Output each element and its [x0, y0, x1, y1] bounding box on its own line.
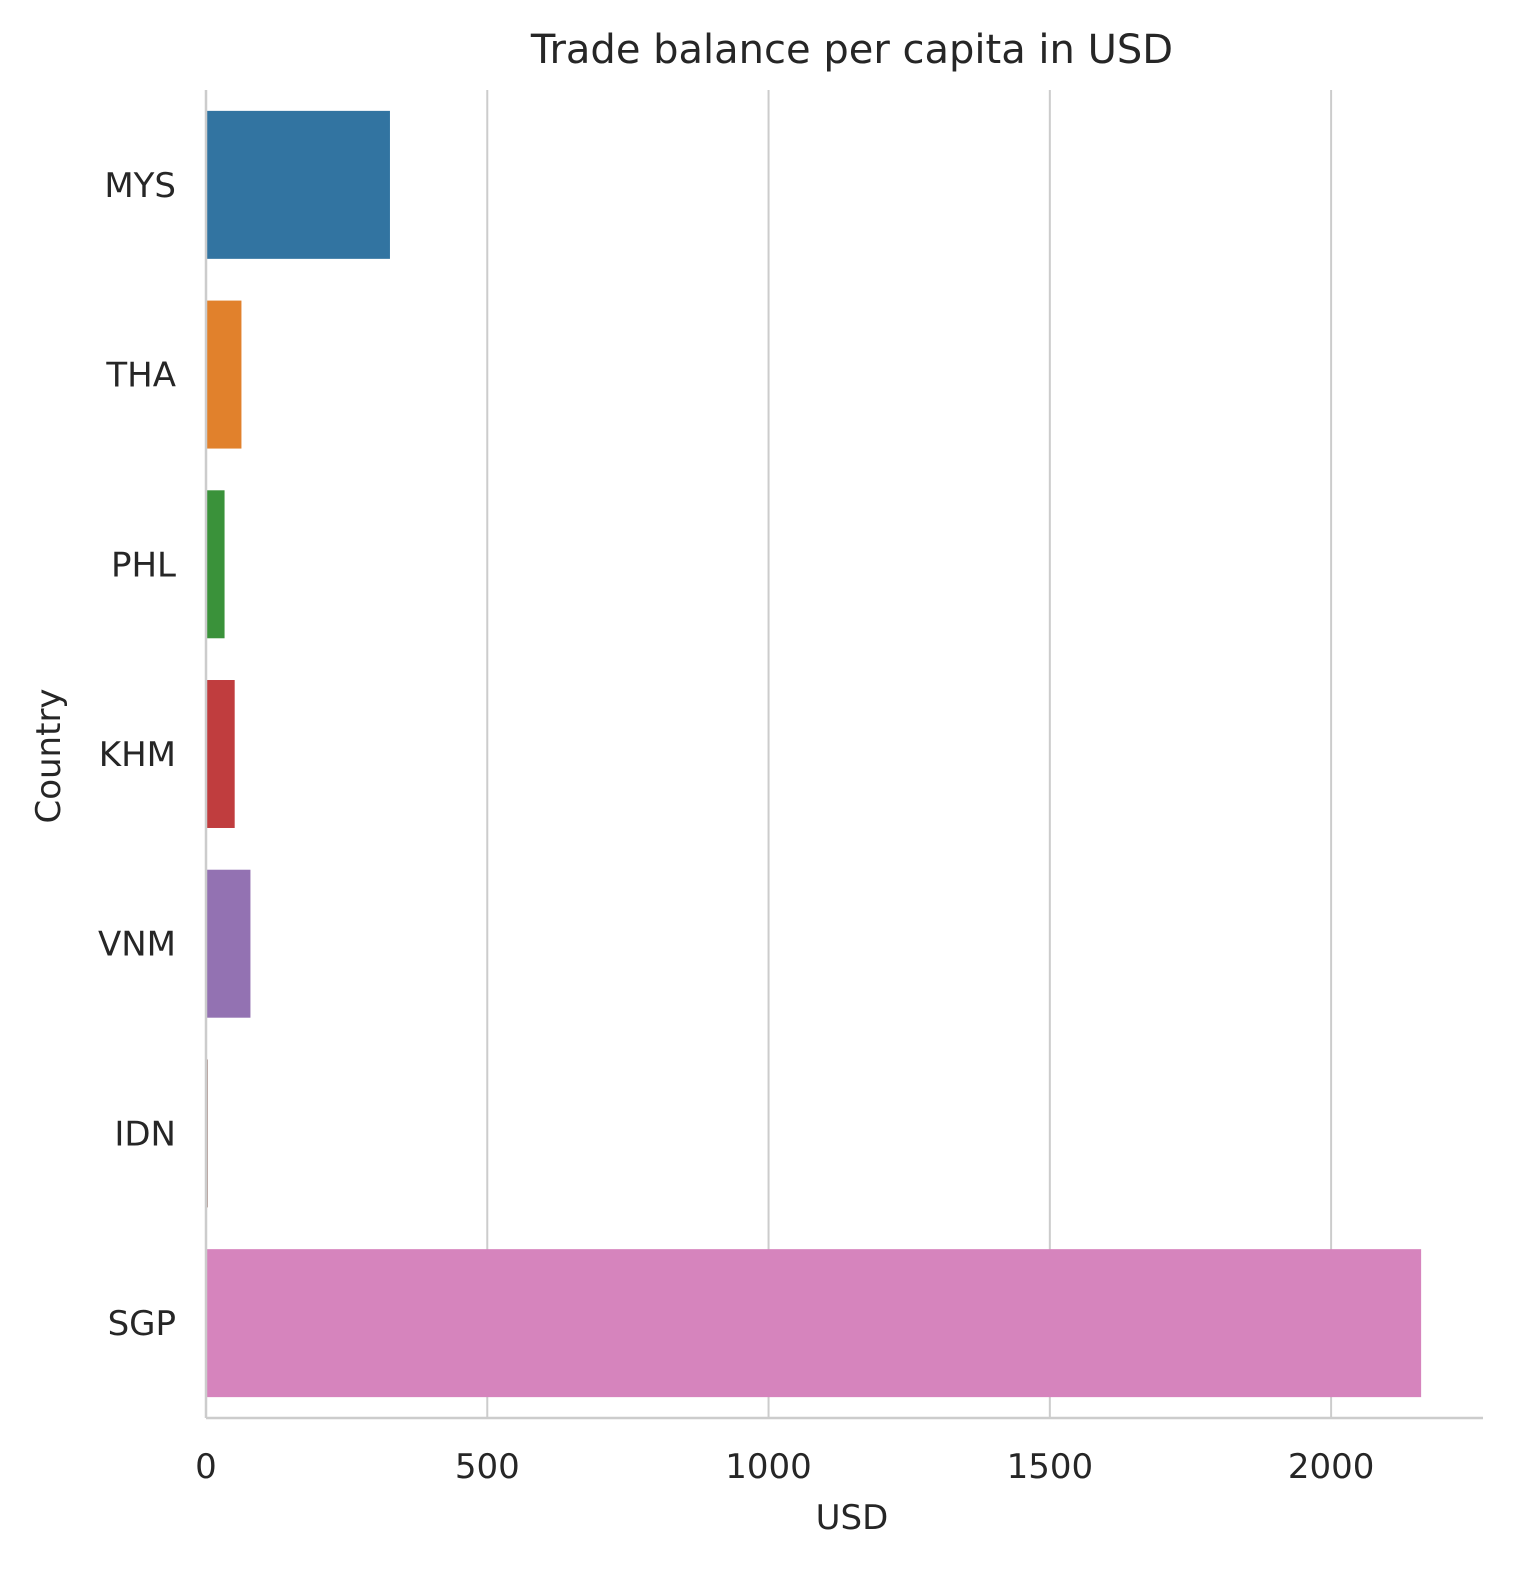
- y-tick-label: PHL: [111, 545, 176, 585]
- chart-title: Trade balance per capita in USD: [530, 27, 1173, 73]
- gridlines: [486, 90, 1333, 1418]
- y-tick-label: SGP: [108, 1304, 176, 1344]
- x-tick-label: 500: [455, 1447, 520, 1487]
- bar-vnm: [206, 869, 251, 1018]
- y-tick-label: THA: [105, 356, 176, 396]
- x-axis-label: USD: [816, 1498, 889, 1538]
- bar-phl: [206, 490, 225, 639]
- bar-mys: [206, 110, 390, 259]
- y-tick-label: IDN: [114, 1114, 176, 1154]
- y-tick-label: MYS: [104, 166, 176, 206]
- x-tick-label: 1500: [1007, 1447, 1094, 1487]
- x-tick-label: 0: [195, 1447, 217, 1487]
- y-tick-label: KHM: [99, 735, 176, 775]
- bar-khm: [206, 680, 235, 828]
- y-tick-label: VNM: [98, 925, 176, 965]
- x-tick-label: 1000: [725, 1447, 812, 1487]
- bar-sgp: [206, 1249, 1422, 1398]
- x-tick-labels: 0 500 1000 1500 2000: [195, 1447, 1374, 1487]
- bars: [206, 110, 1422, 1398]
- y-tick-labels: MYS THA PHL KHM VNM IDN SGP: [98, 166, 176, 1344]
- bar-tha: [206, 300, 242, 449]
- y-axis-label: Country: [29, 688, 69, 823]
- x-tick-label: 2000: [1288, 1447, 1375, 1487]
- axes-spines: [204, 90, 1483, 1420]
